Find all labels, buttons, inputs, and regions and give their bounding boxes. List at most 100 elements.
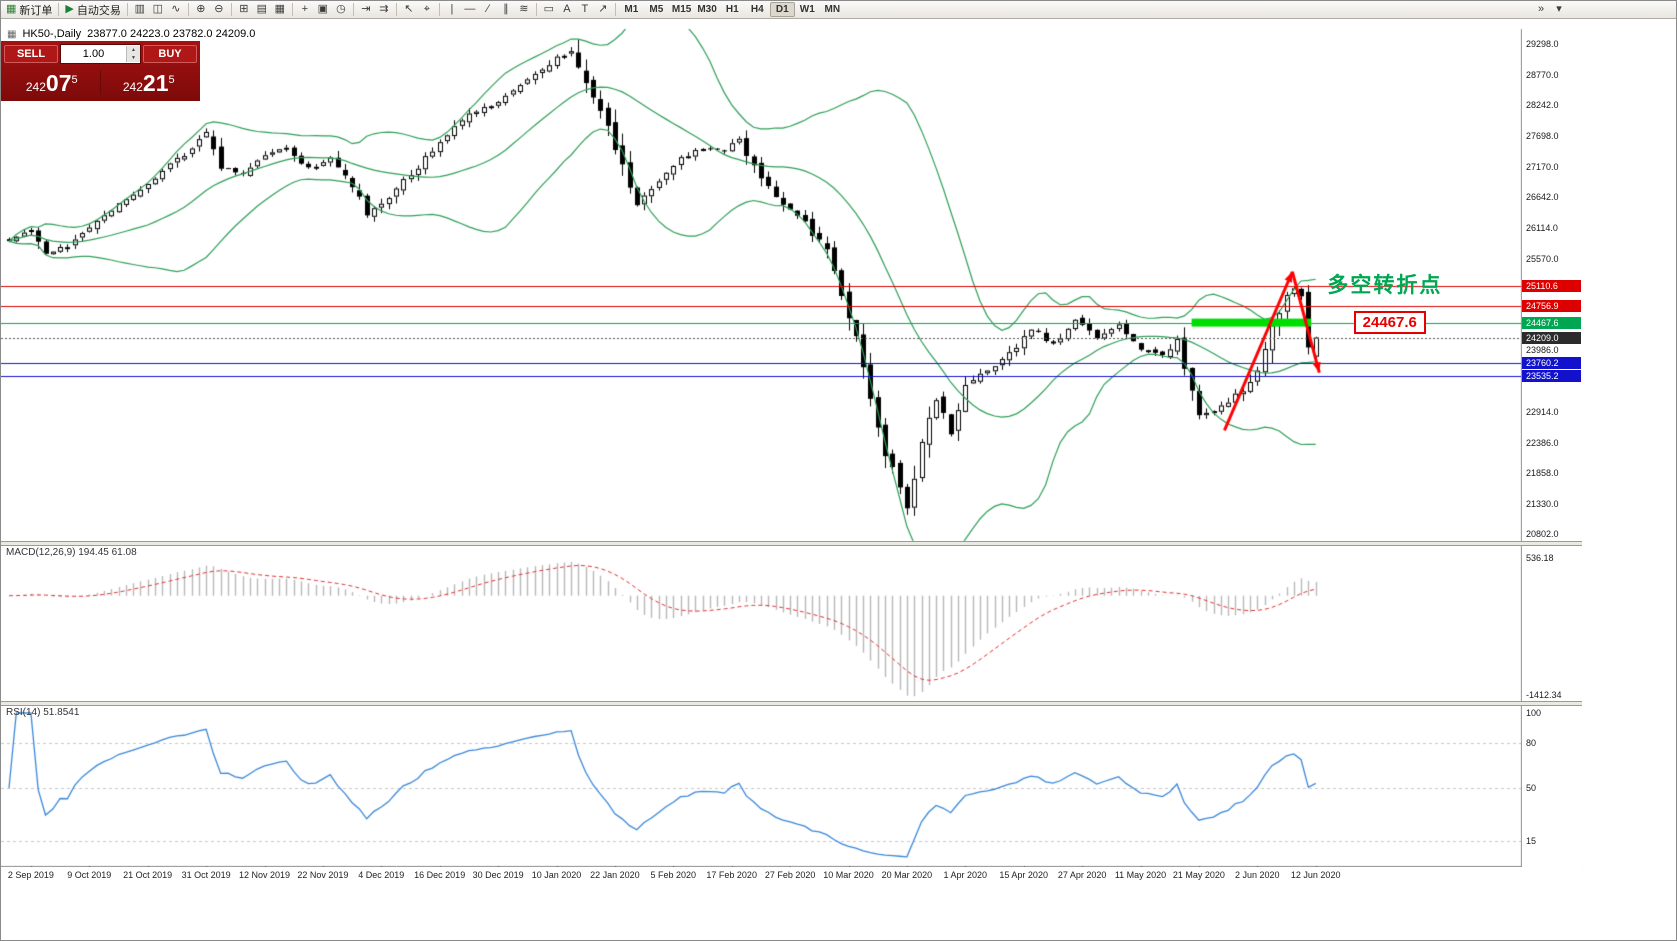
buy-button[interactable]: BUY xyxy=(143,45,197,63)
toolbar-separator xyxy=(535,3,537,16)
zoom-in-button[interactable]: ⊕ xyxy=(192,2,210,17)
timeframe-m5-button[interactable]: M5 xyxy=(644,2,669,17)
chart-candles-button[interactable]: ◫ xyxy=(149,2,167,17)
channel-button[interactable]: ∥ xyxy=(497,2,515,17)
date-label: 11 May 2020 xyxy=(1114,870,1167,880)
price-tick-label: 22386.0 xyxy=(1526,437,1559,448)
horizontal-line-button[interactable]: ― xyxy=(461,2,479,17)
new-chart-button[interactable]: + xyxy=(296,2,314,17)
grid-button[interactable]: ▦ xyxy=(271,2,289,17)
timeframe-h1-button[interactable]: H1 xyxy=(720,2,745,17)
new-order-button[interactable]: ▦ 新订单 xyxy=(3,2,55,17)
fibonacci-button[interactable]: ≋ xyxy=(515,2,533,17)
date-label: 21 Oct 2019 xyxy=(123,870,173,880)
auto-scroll-icon: ⇉ xyxy=(379,3,389,15)
tile-windows-button[interactable]: ⊞ xyxy=(235,2,253,17)
date-label: 30 Dec 2019 xyxy=(472,870,524,880)
rsi-axis-label: 15 xyxy=(1526,835,1537,846)
autotrade-button[interactable]: ▶ 自动交易 xyxy=(62,2,123,17)
date-label: 17 Feb 2020 xyxy=(706,870,757,880)
buy-price-prefix: 242 xyxy=(122,79,143,94)
turning-point-annotation[interactable]: 多空转折点 xyxy=(1327,273,1443,297)
volume-down-button[interactable]: ▼ xyxy=(127,54,140,62)
zoom-out-button[interactable]: ⊖ xyxy=(210,2,228,17)
sell-price-big: 07 xyxy=(45,69,72,96)
chart-icon: ▦ xyxy=(7,28,17,40)
chart-line-button[interactable]: ∿ xyxy=(167,2,185,17)
date-label: 15 Apr 2020 xyxy=(999,870,1048,880)
auto-scroll-button[interactable]: ⇉ xyxy=(375,2,393,17)
date-label: 10 Mar 2020 xyxy=(823,870,874,880)
price-tick-label: 28770.0 xyxy=(1526,69,1559,80)
chart-bars-icon: ▥ xyxy=(134,3,146,15)
autotrade-label: 自动交易 xyxy=(76,4,121,17)
timeframe-h4-button[interactable]: H4 xyxy=(745,2,770,17)
timeframe-m15-button[interactable]: M15 xyxy=(669,2,694,17)
arrows-tool-button[interactable]: ↗ xyxy=(594,2,612,17)
more-tools-button[interactable]: » xyxy=(1532,2,1550,17)
date-label: 21 May 2020 xyxy=(1172,870,1225,880)
toolbar-dropdown-button[interactable]: ▾ xyxy=(1550,2,1568,17)
trendline-button[interactable]: ∕ xyxy=(479,2,497,17)
crosshair-button[interactable]: ⌖ xyxy=(418,2,436,17)
timeframe-w1-button[interactable]: W1 xyxy=(795,2,820,17)
timeframe-m1-button[interactable]: M1 xyxy=(619,2,644,17)
price-level-badge: 23535.2 xyxy=(1522,370,1581,383)
price-tick-label: 26114.0 xyxy=(1526,222,1558,233)
sell-price-sup: 5 xyxy=(71,73,78,86)
rsi-axis-label: 80 xyxy=(1526,738,1537,748)
sell-price-button[interactable]: 242 07 5 xyxy=(4,69,101,96)
macd-axis-label: 536.18 xyxy=(1526,553,1554,563)
timeframe-d1-button[interactable]: D1 xyxy=(769,2,795,17)
date-label: 2 Sep 2019 xyxy=(7,870,54,880)
toolbar-separator xyxy=(438,3,440,16)
price-tick-label: 29298.0 xyxy=(1526,39,1559,50)
vertical-line-button[interactable]: | xyxy=(443,2,461,17)
profiles-button[interactable]: ▣ xyxy=(314,2,332,17)
buy-price-button[interactable]: 242 21 5 xyxy=(101,70,198,95)
volume-up-button[interactable]: ▲ xyxy=(127,46,140,54)
auto-arrange-button[interactable]: ▤ xyxy=(253,2,271,17)
symbol-period: HK50-,Daily xyxy=(22,28,82,40)
channel-icon: ∥ xyxy=(503,3,509,15)
date-label: 12 Nov 2019 xyxy=(238,870,291,880)
timeframe-mn-button[interactable]: MN xyxy=(820,2,845,17)
chart-canvas[interactable] xyxy=(1,19,1676,940)
pane-separator[interactable] xyxy=(1,701,1582,706)
price-tag-annotation[interactable]: 24467.6 xyxy=(1353,310,1426,334)
price-tick-label: 27170.0 xyxy=(1526,161,1559,172)
chart-title: ▦ HK50-,Daily 23877.0 24223.0 23782.0 24… xyxy=(7,28,255,40)
tile-windows-icon: ⊞ xyxy=(239,3,249,15)
macd-label: MACD(12,26,9) 194.45 61.08 xyxy=(6,547,137,558)
toolbar-separator xyxy=(291,3,293,16)
toolbar-separator xyxy=(230,3,232,16)
rsi-axis-label: 50 xyxy=(1526,783,1537,793)
label-tool-button[interactable]: T xyxy=(576,2,594,17)
zoom-in-icon: ⊕ xyxy=(196,3,206,15)
chart-shift-button[interactable]: ⇥ xyxy=(357,2,375,17)
sell-button[interactable]: SELL xyxy=(4,45,58,63)
buy-price-big: 21 xyxy=(142,69,169,96)
shapes-icon: ▭ xyxy=(543,3,555,15)
new-chart-icon: + xyxy=(301,3,309,15)
price-tick-label: 21330.0 xyxy=(1526,498,1559,509)
chart-line-icon: ∿ xyxy=(171,3,181,15)
trendline-icon: ∕ xyxy=(486,3,489,15)
text-tool-button[interactable]: A xyxy=(558,2,576,17)
price-tick-label: 27698.0 xyxy=(1526,131,1559,142)
date-label: 10 Jan 2020 xyxy=(531,870,582,880)
period-clock-icon: ◷ xyxy=(336,3,346,15)
date-label: 9 Oct 2019 xyxy=(67,870,112,880)
pane-separator[interactable] xyxy=(1,541,1582,546)
volume-input[interactable] xyxy=(61,46,126,62)
period-clock-button[interactable]: ◷ xyxy=(332,2,350,17)
chart-bars-button[interactable]: ▥ xyxy=(131,2,149,17)
time-axis[interactable]: 2 Sep 2019 9 Oct 2019 21 Oct 2019 31 Oct 20… xyxy=(1,867,1582,887)
price-axis[interactable]: 29298.0 28770.0 28242.0 27698.0 27170.0 26642… xyxy=(1522,19,1582,887)
buy-price-sup: 5 xyxy=(168,73,175,86)
shapes-button[interactable]: ▭ xyxy=(540,2,558,17)
cursor-button[interactable]: ↖ xyxy=(400,2,418,17)
timeframe-m30-button[interactable]: M30 xyxy=(694,2,719,17)
toolbar-separator xyxy=(126,3,128,16)
